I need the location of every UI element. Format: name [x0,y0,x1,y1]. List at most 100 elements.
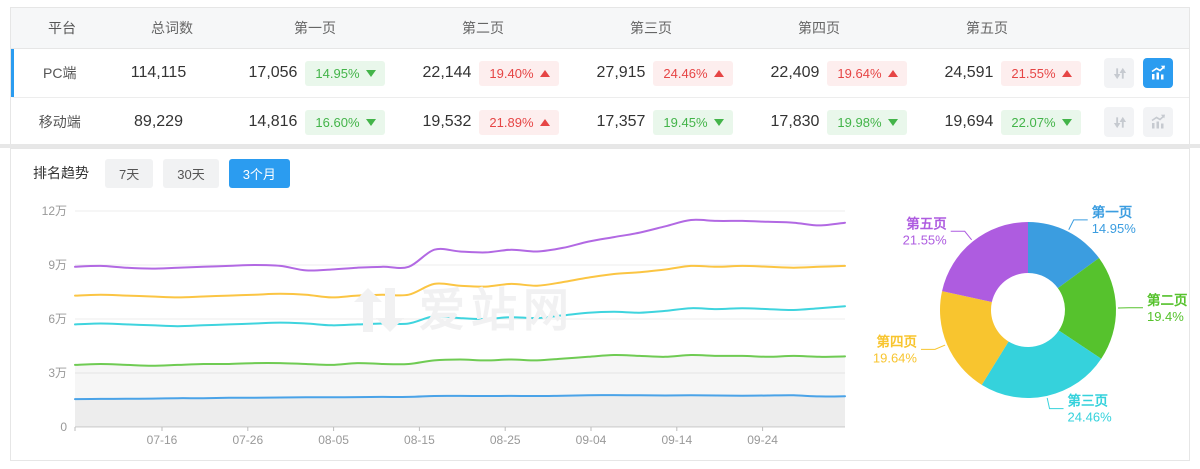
triangle-up-icon [539,69,550,77]
rank-trend-panel: 排名趋势 7天 30天 3个月 0 3万 6万 9万 12万 07-16 07-26 08-05 0… [10,148,1190,461]
donut-label-value: 19.64% [873,350,918,365]
row-actions [1081,58,1189,88]
donut-slice [940,291,1009,385]
change-badge: 24.46% [653,60,734,86]
trend-button[interactable] [1143,58,1173,88]
donut-slice [942,222,1028,303]
table-header: 平台 总词数 第一页 第二页 第三页 第四页 第五页 [11,8,1189,49]
keyword-rank-table: 平台 总词数 第一页 第二页 第三页 第四页 第五页 PC端 114,115 17,… [10,7,1190,147]
table-row[interactable]: 移动端 89,229 14,816 16.60% 19,532 21.89% 17,357 1… [11,97,1189,146]
y-tick-label: 3万 [48,366,67,380]
page-count: 17,056 [248,64,298,81]
y-tick-label: 0 [60,420,67,434]
chart-row: 0 3万 6万 9万 12万 07-16 07-26 08-05 08-15 08-25 09-04… [11,190,1189,458]
panel-divider [0,144,1200,148]
change-badge: 14.95% [305,60,386,86]
triangle-up-icon [1061,69,1072,77]
area-fill [75,354,845,427]
trend-line [74,305,846,328]
trend-header: 排名趋势 7天 30天 3个月 [11,149,1189,188]
page-cell: 19,694 22.07% [907,109,1082,135]
area-fill [75,395,845,427]
triangle-up-icon [539,118,550,126]
tab-period-0[interactable]: 7天 [105,158,154,188]
label-leader-line [950,230,973,241]
donut-label-name: 第四页 [876,333,917,349]
trend-button[interactable] [1143,107,1173,137]
change-badge: 21.89% [479,109,560,135]
triangle-down-icon [365,69,376,77]
page-cell: 17,056 14.95% [211,60,386,86]
x-tick-label: 09-14 [661,433,692,447]
header-page-3: 第三页 [630,20,672,36]
tab-period-2[interactable]: 3个月 [228,158,290,188]
x-tick-label: 07-16 [147,433,178,447]
page-cell: 17,830 19.98% [733,109,908,135]
change-badge: 19.98% [827,109,908,135]
sort-arrows-icon [1113,116,1126,128]
page-count: 17,357 [596,113,646,130]
line-chart: 0 3万 6万 9万 12万 07-16 07-26 08-05 08-15 08-25 09-04… [42,204,846,447]
total-words-value: 89,229 [134,113,183,130]
donut-label-name: 第二页 [1147,292,1188,308]
triangle-up-icon [887,69,898,77]
x-tick-label: 07-26 [232,433,263,447]
donut-label-name: 第三页 [1068,393,1109,409]
trend-chart-icon [1151,65,1165,80]
header-total-words: 总词数 [151,20,193,36]
donut-label-value: 24.46% [1068,410,1113,425]
tab-period-1[interactable]: 30天 [163,158,219,188]
y-tick-label: 12万 [42,204,67,218]
trend-line [74,264,846,299]
line-chart-container: 0 3万 6万 9万 12万 07-16 07-26 08-05 08-15 08-25 09-04… [11,190,867,458]
header-page-2: 第二页 [462,20,504,36]
triangle-up-icon [713,69,724,77]
donut-label-value: 19.4% [1147,309,1184,324]
donut-label-value: 21.55% [903,232,948,247]
change-badge: 21.55% [1001,60,1082,86]
header-page-1: 第一页 [294,20,336,36]
page-count: 22,409 [770,64,820,81]
x-tick-label: 08-15 [404,433,435,447]
page-cell: 19,532 21.89% [385,109,560,135]
triangle-down-icon [713,118,724,126]
table-body: PC端 114,115 17,056 14.95% 22,144 19.40% 27,915… [11,49,1189,146]
trend-tabs: 7天 30天 3个月 [105,158,300,188]
change-badge: 22.07% [1001,109,1082,135]
platform-label: 移动端 [38,114,81,130]
table-row[interactable]: PC端 114,115 17,056 14.95% 22,144 19.40% 27,915… [11,49,1189,97]
donut-label-name: 第一页 [1092,204,1133,220]
header-platform: 平台 [48,20,76,36]
y-tick-label: 9万 [48,258,67,272]
y-tick-label: 6万 [48,312,67,326]
x-tick-label: 09-24 [747,433,778,447]
page-count: 19,532 [422,113,472,130]
trend-line [74,394,846,401]
x-tick-label: 08-05 [318,433,349,447]
trend-line [74,353,846,367]
label-leader-line [1046,397,1064,410]
sort-button[interactable] [1104,107,1134,137]
platform-label: PC端 [43,65,77,81]
page-cell: 17,357 19.45% [559,109,734,135]
triangle-down-icon [365,118,376,126]
donut-slice [1057,258,1116,359]
donut-label-value: 14.95% [1092,221,1137,236]
page-count: 19,694 [944,113,994,130]
label-leader-line [920,344,946,350]
change-badge: 19.64% [827,60,908,86]
x-tick-label: 09-04 [576,433,607,447]
trend-line [74,218,846,272]
donut-chart-container: 第一页 14.95% 第二页 19.4% 第三页 24.46% 第四页 19.64% 第五页 21… [867,190,1189,458]
page-count: 24,591 [944,64,994,81]
page-cell: 14,816 16.60% [211,109,386,135]
sort-button[interactable] [1104,58,1134,88]
row-actions [1081,107,1189,137]
x-tick-label: 08-25 [490,433,521,447]
change-badge: 19.45% [653,109,734,135]
sort-arrows-icon [1113,67,1126,79]
header-page-4: 第四页 [798,20,840,36]
page-count: 22,144 [422,64,472,81]
page-cell: 22,409 19.64% [733,60,908,86]
donut-slice [981,330,1102,398]
